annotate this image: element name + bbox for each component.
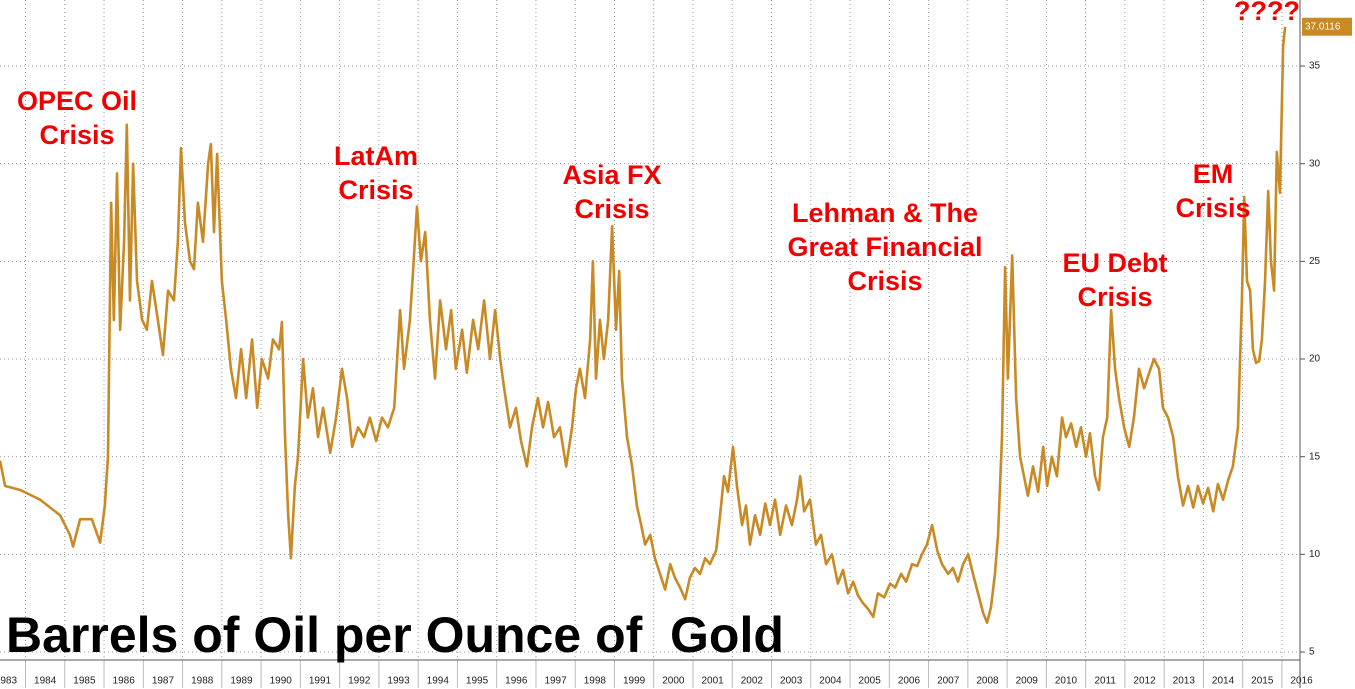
- x-tick-label: 2005: [859, 676, 882, 687]
- x-tick-label: 2004: [819, 676, 842, 687]
- chart-title: Barrels of Oil per Ounce of Gold: [6, 607, 784, 663]
- y-tick-label: 10: [1309, 549, 1321, 560]
- y-tick-label: 25: [1309, 256, 1321, 267]
- last-value-label: 37.0116: [1305, 21, 1341, 32]
- annotation: Crisis: [39, 120, 114, 150]
- x-tick-label: 2013: [1173, 676, 1196, 687]
- x-tick-label: 1994: [427, 676, 450, 687]
- x-tick-label: 1998: [584, 676, 607, 687]
- annotation: LatAm: [334, 141, 418, 171]
- annotation: EU Debt: [1062, 248, 1167, 278]
- x-tick-label: 1988: [191, 676, 214, 687]
- annotation: Great Financial: [787, 232, 982, 262]
- annotation: Asia FX: [562, 160, 661, 190]
- y-tick-label: 20: [1309, 354, 1321, 365]
- x-tick-label: 1985: [73, 676, 96, 687]
- axes: [0, 0, 1305, 688]
- x-tick-label: 2010: [1055, 676, 1078, 687]
- x-tick-label: 2015: [1251, 676, 1274, 687]
- annotation: ????: [1234, 0, 1300, 26]
- annotation: Lehman & The: [792, 198, 978, 228]
- x-tick-label: 2001: [701, 676, 724, 687]
- x-tick-label: 2003: [780, 676, 803, 687]
- annotation: Crisis: [574, 194, 649, 224]
- x-tick-label: 1997: [544, 676, 567, 687]
- x-tick-label: 1984: [34, 676, 57, 687]
- annotation: OPEC Oil: [17, 86, 137, 116]
- x-tick-label: 1996: [505, 676, 528, 687]
- x-tick-label: 1999: [623, 676, 646, 687]
- marks: [0, 26, 1287, 624]
- x-tick-label: 2007: [937, 676, 960, 687]
- annotation: Crisis: [1077, 282, 1152, 312]
- x-tick-label: 2011: [1094, 676, 1116, 687]
- x-tick-label: 1990: [270, 676, 293, 687]
- x-tick-label: 1989: [230, 676, 253, 687]
- x-tick-label: 1992: [348, 676, 371, 687]
- x-tick-label: 2014: [1212, 676, 1235, 687]
- x-tick-label: 2002: [741, 676, 764, 687]
- x-tick-label: 2016: [1290, 676, 1313, 687]
- x-tick-label: 2000: [662, 676, 685, 687]
- x-tick-label: 1986: [113, 676, 136, 687]
- x-tick-label: 2012: [1133, 676, 1156, 687]
- x-tick-label: 1983: [0, 676, 17, 687]
- annotation: EM: [1193, 159, 1234, 189]
- y-tick-label: 35: [1309, 61, 1321, 72]
- x-tick-label: 1991: [309, 676, 332, 687]
- x-tick-label: 2009: [1016, 676, 1039, 687]
- annotation: Crisis: [847, 266, 922, 296]
- last-value-tag: [1302, 17, 1352, 36]
- x-tick-label: 1993: [387, 676, 410, 687]
- annotation: Crisis: [1175, 193, 1250, 223]
- y-tick-label: 5: [1309, 647, 1315, 658]
- x-tick-label: 2008: [976, 676, 999, 687]
- x-tick-label: 1995: [466, 676, 489, 687]
- y-tick-label: 30: [1309, 158, 1321, 169]
- x-tick-label: 2006: [898, 676, 921, 687]
- y-tick-label: 15: [1309, 451, 1321, 462]
- annotation: Crisis: [338, 175, 413, 205]
- series-line: [0, 26, 1287, 624]
- x-tick-label: 1987: [152, 676, 175, 687]
